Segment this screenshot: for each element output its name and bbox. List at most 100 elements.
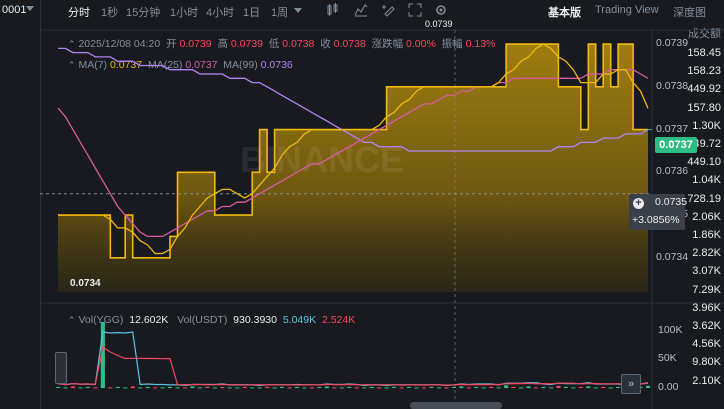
volume-bar: [533, 387, 538, 389]
volume-bar: [489, 386, 494, 388]
fullscreen-icon[interactable]: [408, 3, 422, 17]
indicator-icon[interactable]: [354, 3, 368, 17]
volume-bar: [205, 386, 210, 388]
interval-tab[interactable]: 1秒: [101, 7, 119, 19]
collapse-chevron-icon[interactable]: ⌃: [68, 315, 76, 325]
high-value: 0.0739: [230, 38, 263, 50]
volume-bar: [354, 387, 359, 389]
collapse-chevron-icon[interactable]: ⌃: [68, 39, 76, 49]
high-price-marker: 0.0739: [425, 19, 453, 29]
trade-amount-value: 2.06K: [692, 210, 721, 223]
drawing-icon[interactable]: [382, 3, 396, 17]
trade-amount-value: 1.04K: [692, 174, 721, 187]
volume-bar: [130, 386, 135, 389]
volume-bar: [429, 386, 434, 388]
vol-usdt-value: 930.3930: [233, 314, 277, 326]
volume-bar: [586, 386, 591, 389]
ma7-label: MA(7): [78, 59, 108, 71]
volume-bar: [272, 387, 277, 389]
volume-bar: [287, 387, 292, 389]
interval-tab[interactable]: 1小时: [170, 7, 199, 19]
trade-amount-value: 3.96K: [692, 301, 721, 314]
volume-bar: [302, 387, 307, 389]
vol-label: Vol(YGG): [78, 314, 124, 326]
volume-bar: [578, 386, 583, 388]
volume-bar: [265, 386, 270, 388]
view-mode-tab[interactable]: 基本版: [548, 7, 581, 19]
ohlc-datetime: 2025/12/08 04:20: [78, 38, 161, 50]
trade-amount-value: 7.29K: [692, 283, 721, 296]
trade-amount-value: 2.10K: [692, 374, 721, 387]
volume-bar: [392, 386, 397, 388]
volume-bar: [347, 386, 352, 388]
binance-watermark: BINANCE: [240, 139, 404, 180]
chevron-down-icon[interactable]: [26, 6, 34, 11]
chart-toolbar: 分时 1秒 15分钟 1小时 4小时 1日 1周 基本版 Trading View 深度图: [40, 0, 724, 22]
volume-bar: [78, 387, 83, 389]
trade-amount-value: 1.86K: [692, 229, 721, 241]
volume-ma10-line: [57, 346, 649, 386]
amount-header: 成交额: [688, 28, 721, 40]
open-label: 开: [166, 38, 177, 50]
chart-left-drag-handle[interactable]: [55, 352, 67, 384]
price-chart[interactable]: BINANCE: [40, 22, 724, 409]
volume-bar: [56, 386, 61, 388]
volume-bar: [324, 386, 329, 389]
volume-bar: [593, 387, 598, 389]
volume-bar: [616, 386, 621, 388]
volume-bar: [93, 387, 98, 389]
interval-tab[interactable]: 4小时: [206, 7, 235, 19]
volume-bar: [280, 386, 285, 388]
trade-amount-value: 4.56K: [692, 338, 721, 351]
volume-bar: [399, 387, 404, 389]
price-area-fill: [58, 44, 648, 292]
volume-bar: [123, 387, 128, 389]
high-label: 高: [217, 38, 228, 50]
view-mode-tab[interactable]: Trading View: [595, 4, 659, 16]
scroll-to-latest-button[interactable]: »: [621, 374, 641, 394]
volume-bar: [571, 387, 576, 389]
volume-bar: [145, 386, 150, 388]
interval-tab[interactable]: 15分钟: [126, 7, 161, 19]
volume-bar: [384, 387, 389, 389]
volume-bar: [332, 387, 337, 389]
volume-bar: [212, 387, 217, 389]
volume-bar: [250, 387, 255, 389]
volume-bar: [474, 386, 479, 388]
ma-info-line: ⌃ MA(7) 0.0737 MA(25) 0.0737 MA(99) 0.07…: [68, 59, 293, 71]
volume-bar: [160, 387, 165, 389]
volume-bar: [421, 387, 426, 389]
interval-tab[interactable]: 1周: [271, 7, 289, 19]
volume-bar: [70, 386, 75, 389]
volume-bar: [138, 387, 143, 389]
amplitude-value: 0.13%: [465, 38, 496, 50]
volume-bar: [601, 386, 606, 388]
horizontal-scrollbar[interactable]: [410, 402, 502, 409]
ma25-label: MA(25): [147, 59, 183, 71]
candlestick-settings-icon[interactable]: [326, 3, 340, 17]
volume-bar: [459, 386, 464, 389]
volume-bar: [115, 386, 120, 388]
crosshair-price: 0.0735: [655, 196, 688, 208]
close-value: 0.0738: [333, 38, 366, 50]
interval-more-chevron-icon[interactable]: [294, 8, 302, 13]
volume-bar: [541, 386, 546, 388]
volume-bar: [339, 387, 344, 389]
vol-axis-tick: 100K: [658, 324, 683, 336]
interval-tab[interactable]: 1日: [243, 7, 261, 19]
vol-usdt-label: Vol(USDT): [177, 314, 228, 326]
interval-tab[interactable]: 分时: [68, 7, 90, 19]
volume-bar: [377, 387, 382, 389]
vol-ma10-value: 2.524K: [321, 314, 356, 326]
volume-bar: [168, 386, 173, 388]
volume-bar: [481, 387, 486, 389]
collapse-chevron-icon[interactable]: ⌃: [68, 60, 76, 70]
price-axis-tick: 0.0737: [656, 122, 689, 135]
view-mode-tab[interactable]: 深度图: [673, 7, 706, 19]
trade-amount-value: 158.23: [687, 65, 721, 78]
vol-ma5-value: 5.049K: [282, 314, 317, 326]
ohlc-info-line: ⌃ 2025/12/08 04:20 开 0.0739 高 0.0739 低 0…: [68, 36, 495, 51]
settings-gear-icon[interactable]: [434, 3, 448, 17]
add-alert-icon[interactable]: +: [633, 198, 644, 209]
